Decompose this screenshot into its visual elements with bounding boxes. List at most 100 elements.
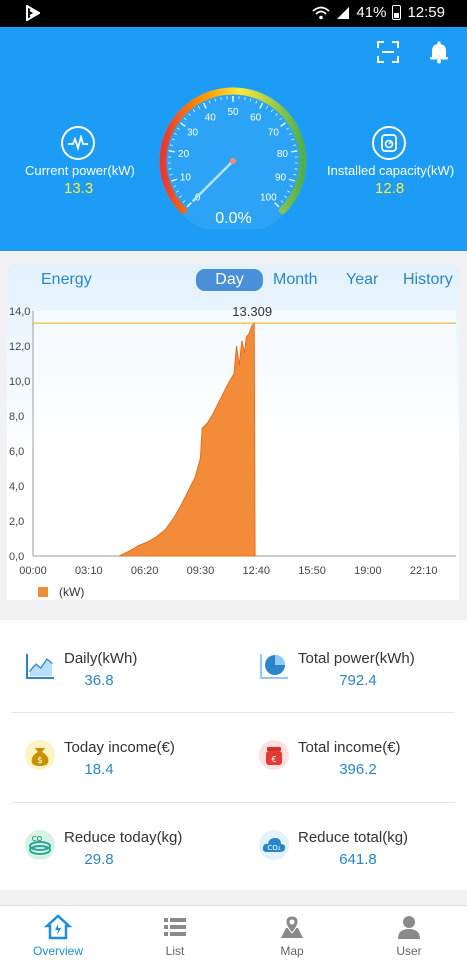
y-tick-label: 12,0	[9, 341, 30, 353]
y-tick-label: 6,0	[9, 446, 24, 458]
scan-icon[interactable]	[376, 40, 400, 64]
gauge-tick	[186, 202, 192, 208]
gauge-tick-label: 90	[275, 172, 287, 183]
gauge-tick	[182, 200, 186, 203]
money-jar-icon: €	[259, 740, 289, 770]
gauge-tick	[208, 100, 211, 104]
list-icon	[164, 918, 186, 936]
gauge-tick-label: 80	[277, 149, 289, 160]
stat-value: 18.4	[84, 761, 114, 778]
tab-day[interactable]: Day	[196, 269, 263, 291]
x-tick-label: 12:40	[242, 565, 270, 577]
gauge-tick	[244, 97, 246, 101]
x-tick-label: 06:20	[131, 565, 159, 577]
svg-text:CO: CO	[32, 835, 43, 843]
current-power-label: Current power(kW)	[25, 163, 135, 178]
stat-label: Total power(kWh)	[298, 650, 415, 667]
nav-label: User	[396, 944, 422, 958]
divider	[12, 802, 455, 803]
wifi-icon	[312, 6, 331, 19]
gauge-tick	[184, 117, 187, 121]
gauge-tick	[197, 105, 201, 109]
user-icon	[398, 916, 420, 939]
y-tick-label: 4,0	[9, 481, 24, 493]
current-power-value: 13.3	[64, 180, 94, 197]
gauge-tick-label: 70	[268, 128, 280, 139]
nav-user[interactable]: User	[351, 906, 467, 960]
svg-text:€: €	[271, 755, 276, 764]
gauge-tick	[255, 100, 258, 104]
gauge-tick	[286, 127, 290, 130]
gauge-tick	[265, 105, 269, 109]
gauge-arc	[159, 87, 307, 214]
stat-daily: Daily(kWh) 36.8	[24, 650, 244, 720]
stat-total-power: Total power(kWh) 792.4	[258, 650, 467, 720]
x-tick-label: 22:10	[410, 565, 438, 577]
nav-label: List	[165, 944, 185, 958]
y-tick-label: 2,0	[9, 516, 24, 528]
stats-panel: Daily(kWh) 36.8 Total power(kWh) 792.4 $…	[0, 620, 467, 890]
gauge-tick	[179, 195, 182, 198]
legend-label: (kW)	[59, 585, 85, 599]
gauge-tick	[170, 178, 178, 182]
nav-map[interactable]: Map	[234, 906, 350, 960]
gauge-tick	[291, 138, 295, 141]
installed-capacity-value: 12.8	[375, 180, 405, 197]
gauge-tick-label: 50	[227, 107, 239, 118]
tab-month[interactable]: Month	[273, 271, 318, 288]
status-right: 41% 12:59	[312, 4, 445, 21]
gauge-tick	[214, 98, 217, 102]
map-icon	[281, 915, 303, 938]
gauge-tick	[171, 138, 175, 141]
area-series	[119, 321, 256, 557]
gauge-tick	[275, 113, 278, 117]
gauge-tick	[280, 200, 284, 203]
gauge-tick	[284, 195, 287, 198]
bell-icon[interactable]	[427, 40, 451, 64]
gauge-tick	[169, 174, 173, 176]
stat-label: Daily(kWh)	[64, 650, 138, 667]
x-tick-label: 00:00	[19, 565, 47, 577]
clock-time: 12:59	[407, 4, 445, 21]
gauge-tick	[279, 117, 282, 121]
stat-label: Reduce total(kg)	[298, 829, 409, 846]
gauge-tick	[288, 178, 296, 182]
stat-total-income: € Total income(€) 396.2	[258, 739, 467, 809]
pie-chart-icon	[260, 654, 288, 679]
stat-reduce-total: CO₂ Reduce total(kg) 641.8	[258, 829, 467, 899]
stat-value: 36.8	[84, 672, 114, 689]
energy-label: Energy	[41, 271, 92, 288]
nav-label: Map	[280, 944, 304, 958]
battery-percent: 41%	[356, 4, 387, 21]
installed-capacity-label: Installed capacity(kW)	[327, 163, 455, 178]
header-panel: Current power(kW) 13.3 Installed capacit…	[0, 27, 467, 251]
gauge-tick	[280, 122, 286, 127]
nav-list[interactable]: List	[117, 906, 233, 960]
gauge-tick	[293, 174, 297, 176]
gauge-tick	[291, 150, 298, 153]
stat-value: 641.8	[339, 851, 377, 868]
x-tick-label: 15:50	[298, 565, 326, 577]
stat-today-income: $ Today income(€) 18.4	[24, 739, 244, 809]
gauge-tick	[188, 113, 191, 117]
x-tick-label: 19:00	[354, 565, 382, 577]
gauge-tick	[174, 133, 178, 135]
tab-year[interactable]: Year	[346, 271, 379, 288]
y-tick-label: 0,0	[9, 551, 24, 563]
energy-chart-card: Energy Day Month Year History 0,0 2,0 4,0 6…	[7, 264, 459, 600]
tab-history[interactable]: History	[403, 271, 453, 288]
nav-overview[interactable]: Overview	[0, 906, 116, 960]
y-tick-label: 10,0	[9, 376, 30, 388]
gauge-tick	[270, 109, 274, 113]
gauge-tick	[259, 102, 264, 109]
stat-reduce-today: CO Reduce today(kg) 29.8	[24, 829, 244, 899]
chart-tabs: Energy Day Month Year History	[7, 264, 459, 296]
y-tick-label: 8,0	[9, 411, 24, 423]
gauge-tick-label: 30	[187, 128, 199, 139]
notification-icon	[26, 5, 40, 21]
bottom-nav: Overview List Map User	[0, 905, 467, 960]
gauge-tick-label: 10	[180, 172, 192, 183]
gauge-tick-label: 20	[178, 149, 190, 160]
stat-label: Total income(€)	[298, 739, 401, 756]
gauge-tick	[192, 109, 196, 113]
